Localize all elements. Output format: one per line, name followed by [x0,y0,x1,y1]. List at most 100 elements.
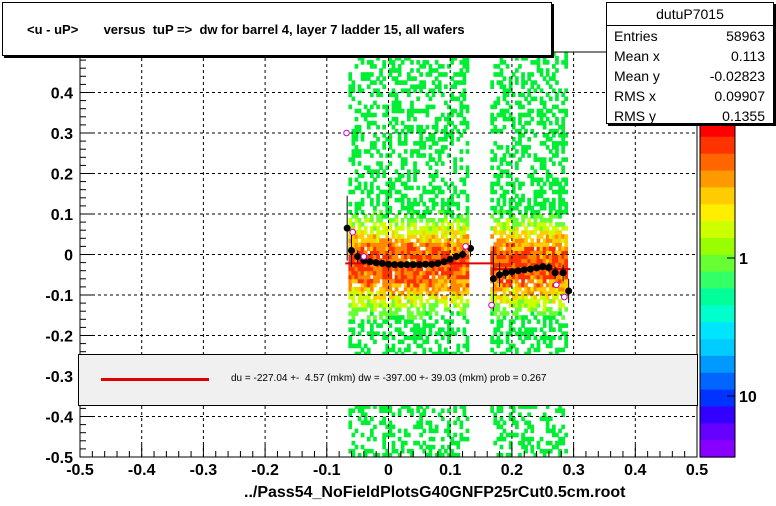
histogram-cell [385,286,390,292]
histogram-cell [440,315,445,320]
histogram-cell [370,72,374,77]
histogram-cell [366,112,371,118]
histogram-cell [558,185,562,191]
histogram-cell [453,266,457,272]
histogram-cell [348,254,353,260]
palette-band [700,221,735,239]
histogram-cell [376,250,380,255]
histogram-cell [422,141,427,146]
histogram-cell [354,128,359,134]
histogram-cell [521,112,525,118]
histogram-cell [348,448,353,454]
histogram-cell [496,408,501,413]
histogram-cell [370,262,374,268]
histogram-cell [410,112,414,118]
histogram-cell [465,234,470,239]
histogram-cell [530,343,535,349]
histogram-cell [539,141,544,146]
histogram-cell [561,116,565,122]
histogram-cell [425,104,430,110]
histogram-cell [400,193,405,199]
histogram-cell [348,181,353,187]
histogram-cell [354,149,359,154]
histogram-cell [450,209,454,215]
histogram-cell [403,133,408,138]
histogram-cell [434,201,439,207]
histogram-cell [360,303,365,308]
histogram-cell [444,319,448,324]
histogram-cell [456,274,461,280]
histogram-cell [413,177,417,183]
histogram-cell [410,315,414,320]
histogram-cell [493,440,498,446]
histogram-cell [521,92,525,98]
histogram-cell [511,238,516,243]
histogram-cell [548,201,553,207]
histogram-cell [533,230,538,235]
histogram-cell [450,137,454,142]
histogram-cell [444,307,448,312]
histogram-cell [413,335,417,341]
histogram-cell [515,205,519,211]
histogram-cell [413,331,417,336]
histogram-cell [555,254,559,260]
histogram-cell [419,84,423,89]
histogram-cell [548,258,553,264]
histogram-cell [502,226,507,231]
histogram-cell [425,238,430,243]
histogram-cell [373,112,377,118]
histogram-cell [366,169,371,174]
histogram-cell [376,104,380,110]
histogram-cell [521,444,525,450]
histogram-cell [360,347,365,353]
histogram-cell [410,319,414,324]
histogram-cell [518,100,522,106]
histogram-cell [530,436,535,442]
histogram-cell [431,307,436,312]
histogram-cell [527,100,531,106]
legend-text: du = -227.04 +- 4.57 (mkm) dw = -397.00 … [231,373,547,384]
histogram-cell [373,133,377,138]
histogram-cell [403,185,408,191]
histogram-cell [354,307,359,312]
histogram-cell [459,266,464,272]
histogram-cell [545,315,550,320]
histogram-cell [548,157,553,162]
histogram-cell [434,76,439,81]
histogram-cell [453,262,457,268]
histogram-cell [515,149,519,154]
histogram-cell [555,242,559,247]
histogram-cell [533,286,538,292]
histogram-cell [564,226,568,231]
histogram-cell [434,120,439,126]
histogram-cell [511,303,516,308]
histogram-cell [363,165,368,170]
histogram-cell [447,262,451,268]
histogram-cell [376,201,380,207]
histogram-cell [413,169,417,174]
histogram-cell [431,444,436,450]
histogram-cell [548,120,553,126]
histogram-cell [376,169,380,174]
histogram-cell [376,173,380,179]
histogram-cell [419,286,423,292]
histogram-cell [539,246,544,251]
histogram-cell [515,100,519,106]
histogram-cell [407,234,411,239]
histogram-cell [465,60,470,65]
profile-point [343,195,351,261]
histogram-cell [397,100,402,106]
histogram-cell [542,295,547,300]
histogram-cell [536,222,541,227]
histogram-cell [397,307,402,312]
histogram-cell [558,108,562,114]
histogram-cell [351,161,356,166]
histogram-cell [465,303,470,308]
histogram-cell [447,246,451,251]
histogram-cell [499,436,504,442]
histogram-cell [530,274,535,280]
histogram-cell [508,153,513,158]
histogram-cell [428,448,433,454]
histogram-cell [407,197,411,203]
histogram-cell [379,165,383,170]
